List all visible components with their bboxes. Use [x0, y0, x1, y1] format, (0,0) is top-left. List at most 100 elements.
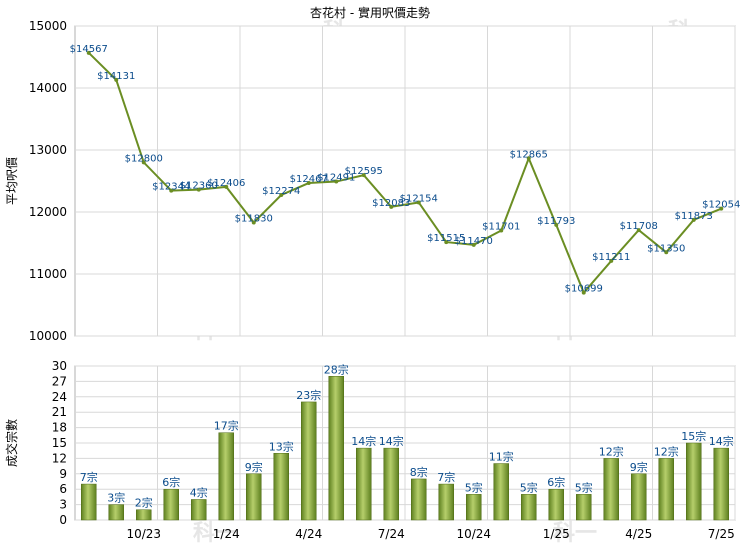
x-tick-label: 4/24	[295, 527, 322, 541]
count-bar-label: 15宗	[681, 429, 706, 443]
price-point-label: $12054	[702, 200, 740, 211]
price-point	[224, 184, 229, 189]
count-y-tick-label: 15	[52, 436, 67, 450]
count-bar-label: 5宗	[520, 480, 538, 494]
price-point-label: $14131	[97, 71, 135, 82]
count-y-tick-label: 6	[59, 482, 67, 496]
price-point-label: $10699	[565, 284, 603, 295]
count-bar-label: 2宗	[135, 496, 153, 510]
count-bar-label: 7宗	[437, 470, 455, 484]
count-bar-label: 6宗	[547, 475, 565, 489]
count-bar-label: 14宗	[351, 434, 376, 448]
x-tick-label: 7/25	[708, 527, 735, 541]
price-point	[114, 77, 119, 82]
price-point	[306, 181, 311, 186]
count-bar-label: 4宗	[190, 485, 208, 499]
count-bar	[576, 494, 592, 521]
count-bar	[631, 473, 647, 521]
count-bar	[411, 478, 427, 521]
count-y-tick-label: 12	[52, 451, 67, 465]
price-y-tick-label: 11000	[29, 267, 67, 281]
price-point-label: $12595	[345, 166, 383, 177]
count-bar-label: 12宗	[599, 444, 624, 458]
count-y-tick-label: 18	[52, 421, 67, 435]
count-bar-label: 12宗	[654, 444, 679, 458]
count-bar-label: 7宗	[80, 470, 98, 484]
price-point	[334, 179, 339, 184]
count-bar-label: 11宗	[489, 450, 514, 464]
price-point	[389, 204, 394, 209]
x-tick-label: 7/24	[378, 527, 405, 541]
watermark-text: 科一	[193, 521, 237, 546]
price-point-label: $11350	[647, 243, 685, 254]
price-point-label: $11873	[675, 211, 713, 222]
price-point	[581, 290, 586, 295]
price-point	[361, 173, 366, 178]
count-y-tick-label: 9	[59, 467, 67, 481]
count-y-tick-label: 3	[59, 498, 67, 512]
y-axis-label-count: 成交宗數	[4, 419, 19, 467]
price-point-label: $11701	[482, 222, 520, 233]
price-point-label: $12360	[180, 181, 218, 192]
price-point-label: $12083	[372, 198, 410, 209]
price-point	[279, 193, 284, 198]
count-bar	[218, 432, 234, 521]
price-point-label: $14567	[70, 44, 108, 55]
count-bar-label: 6宗	[162, 475, 180, 489]
price-point	[416, 200, 421, 205]
count-bar	[686, 442, 702, 521]
price-point	[719, 206, 724, 211]
count-bar	[548, 488, 564, 521]
count-bar-label: 17宗	[214, 419, 239, 433]
count-bar-label: 9宗	[630, 460, 648, 474]
watermark-text: 科一	[553, 521, 597, 546]
x-tick-label: 1/25	[543, 527, 570, 541]
count-bar-label: 5宗	[465, 480, 483, 494]
count-bar	[383, 447, 399, 521]
count-bar-label: 14宗	[379, 434, 404, 448]
price-point	[609, 258, 614, 263]
price-point	[554, 222, 559, 227]
price-point	[636, 228, 641, 233]
count-bar-label: 13宗	[269, 439, 294, 453]
price-point-label: $12344	[152, 182, 190, 193]
price-y-tick-label: 13000	[29, 143, 67, 157]
price-y-tick-label: 15000	[29, 19, 67, 33]
count-bar	[493, 463, 509, 521]
count-bar-label: 3宗	[107, 491, 125, 505]
chart-title: 杏花村 - 實用呎價走勢	[310, 5, 430, 20]
count-bar-label: 14宗	[709, 434, 734, 448]
count-bar	[136, 509, 152, 521]
count-bar	[301, 401, 317, 521]
count-bar-label: 28宗	[324, 362, 349, 376]
count-bar	[81, 483, 97, 521]
count-y-tick-label: 24	[52, 390, 67, 404]
count-bar	[658, 458, 674, 521]
price-line-plot: 10000 11000 12000 13000 14000 15000$14567 $141…	[29, 19, 740, 343]
x-tick-label: 1/24	[213, 527, 240, 541]
price-point	[86, 50, 91, 55]
count-y-tick-label: 0	[59, 513, 67, 527]
count-bar	[108, 504, 124, 521]
price-point	[169, 188, 174, 193]
count-bar	[356, 447, 372, 521]
count-bar	[191, 499, 207, 521]
price-point	[251, 220, 256, 225]
price-point	[141, 160, 146, 165]
price-point	[526, 156, 531, 161]
price-point-label: $11470	[455, 236, 493, 247]
price-point	[444, 240, 449, 245]
price-series-line	[88, 52, 722, 295]
count-bar-label: 5宗	[575, 480, 593, 494]
count-y-tick-label: 21	[52, 405, 67, 419]
count-bar	[713, 447, 729, 521]
x-tick-label: 10/23	[126, 527, 161, 541]
count-bar	[603, 458, 619, 521]
count-bar	[163, 488, 179, 521]
count-y-tick-label: 30	[52, 359, 67, 373]
price-point-label: $11830	[235, 214, 273, 225]
count-bar	[521, 494, 537, 521]
price-point-label: $11515	[427, 233, 465, 244]
